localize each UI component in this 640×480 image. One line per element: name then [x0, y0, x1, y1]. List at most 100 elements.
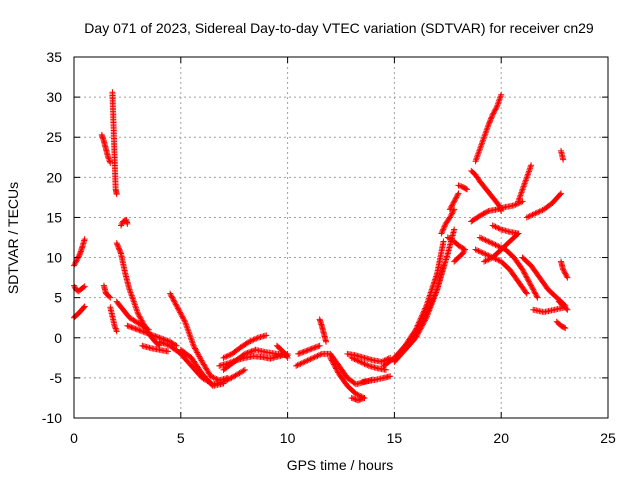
data-point-marker [450, 199, 457, 206]
data-point-marker [107, 294, 114, 301]
data-point-marker [333, 365, 340, 372]
data-point-marker [427, 302, 434, 309]
data-point-marker [522, 271, 529, 278]
data-point-marker [303, 347, 310, 354]
data-point-marker [523, 274, 530, 281]
data-point-marker [295, 350, 302, 357]
data-point-marker [249, 337, 255, 344]
data-point-marker [297, 349, 304, 356]
data-point-marker [528, 162, 535, 169]
data-point-marker [311, 354, 318, 361]
data-point-marker [433, 288, 440, 295]
data-point-marker [487, 116, 494, 123]
data-point-marker [564, 274, 571, 281]
data-point-marker [560, 267, 567, 274]
series-track-d [98, 131, 114, 166]
data-point-marker [138, 317, 145, 324]
data-point-marker [414, 326, 421, 333]
data-point-marker [560, 156, 567, 163]
data-point-marker [136, 313, 143, 320]
series-track-s [273, 342, 291, 361]
data-point-marker [486, 119, 493, 126]
data-point-marker [167, 290, 174, 297]
data-point-marker [71, 283, 78, 290]
data-point-marker [308, 355, 315, 362]
data-point-marker [485, 256, 492, 263]
data-point-marker [451, 198, 458, 205]
data-point-marker [173, 302, 180, 309]
data-point-marker [479, 249, 486, 256]
data-point-marker [157, 339, 164, 346]
data-point-marker [197, 356, 204, 363]
series-track-am [476, 234, 541, 301]
data-point-marker [323, 338, 330, 345]
data-point-marker [231, 357, 238, 364]
series-track-au [553, 318, 569, 332]
data-point-marker [461, 246, 468, 253]
data-point-marker [143, 329, 150, 336]
data-point-marker [483, 251, 490, 258]
series-track-m [167, 290, 231, 384]
data-point-marker [111, 322, 118, 329]
data-point-marker [169, 294, 176, 301]
data-point-marker [475, 247, 482, 254]
data-point-marker [240, 367, 247, 374]
data-point-marker [526, 279, 533, 286]
data-point-marker [112, 325, 119, 332]
data-point-marker [74, 255, 81, 262]
data-point-marker [512, 201, 519, 208]
data-point-marker [333, 366, 340, 373]
data-point-marker [448, 211, 455, 218]
data-point-marker [171, 298, 178, 305]
x-axis-label: GPS time / hours [287, 457, 394, 473]
data-point-marker [449, 210, 456, 217]
data-point-marker [533, 293, 540, 300]
series-track-q [220, 332, 270, 361]
data-point-marker [533, 291, 540, 298]
data-point-marker [419, 317, 426, 324]
data-point-marker [495, 257, 502, 264]
data-point-marker [307, 346, 314, 353]
series-track-l [139, 342, 171, 355]
data-point-marker [227, 359, 234, 366]
data-point-marker [301, 348, 308, 355]
data-point-marker [430, 293, 437, 300]
data-point-marker [137, 314, 144, 321]
data-point-marker [149, 332, 156, 339]
data-point-marker [523, 214, 530, 221]
data-point-marker [156, 338, 163, 345]
data-point-marker [417, 322, 424, 329]
data-point-marker [148, 331, 155, 338]
data-point-marker [298, 360, 305, 367]
data-point-marker [193, 348, 200, 355]
data-point-marker [207, 373, 214, 380]
plot-frame [73, 56, 609, 419]
data-point-marker [563, 273, 570, 280]
series-track-y [344, 350, 394, 365]
y-tick-label: -5 [50, 370, 63, 386]
data-point-marker [432, 289, 439, 296]
data-point-marker [303, 358, 310, 365]
data-point-marker [81, 303, 88, 310]
data-point-marker [135, 326, 142, 333]
data-point-marker [116, 246, 123, 253]
data-point-marker [461, 247, 468, 254]
data-point-marker [476, 234, 483, 241]
series-track-ak [472, 91, 505, 165]
data-point-marker [525, 277, 532, 284]
data-point-marker [253, 335, 260, 342]
data-point-marker [412, 330, 419, 337]
data-point-marker [179, 313, 186, 320]
data-point-marker [486, 118, 493, 125]
data-point-marker [528, 283, 535, 290]
data-point-marker [488, 239, 495, 246]
data-point-marker [415, 325, 422, 332]
data-point-marker [300, 348, 307, 355]
data-point-marker [452, 195, 459, 202]
data-point-marker [169, 296, 176, 303]
series-track-ab [380, 238, 447, 369]
data-point-marker [190, 342, 197, 349]
data-point-marker [159, 339, 166, 346]
data-point-marker [145, 330, 152, 337]
data-point-marker [429, 296, 436, 303]
